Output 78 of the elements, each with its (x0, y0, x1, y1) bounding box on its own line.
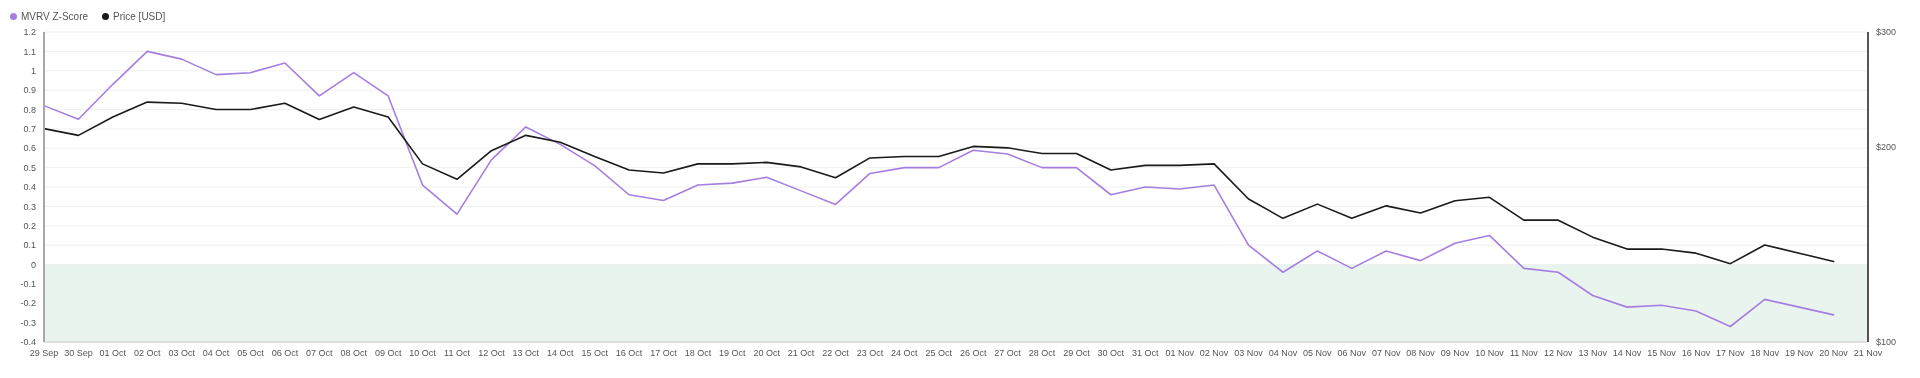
x-tick-label: 29 Sep (29, 348, 59, 359)
x-tick-label: 29 Oct (1063, 348, 1091, 359)
x-tick-label: 31 Oct (1132, 348, 1160, 359)
x-tick-label: 01 Oct (99, 348, 127, 359)
y-tick-label: 1.2 (23, 27, 36, 38)
x-tick-label: 03 Nov (1234, 348, 1264, 359)
x-tick-label: 13 Nov (1578, 348, 1608, 359)
x-tick-label: 03 Oct (168, 348, 196, 359)
x-tick-label: 10 Oct (409, 348, 437, 359)
legend-label: MVRV Z-Score (21, 10, 89, 22)
x-tick-label: 06 Nov (1337, 348, 1367, 359)
legend-label: Price [USD] (113, 10, 166, 22)
x-tick-label: 21 Oct (787, 348, 815, 359)
x-tick-label: 18 Oct (684, 348, 712, 359)
x-tick-label: 06 Oct (271, 348, 299, 359)
x-tick-label: 02 Oct (133, 348, 161, 359)
x-tick-label: 27 Oct (994, 348, 1022, 359)
x-tick-label: 28 Oct (1028, 348, 1056, 359)
y2-tick-label: $100 (1876, 337, 1897, 348)
y-tick-label: 1.1 (23, 46, 36, 57)
line-series (43, 50, 1835, 328)
x-tick-label: 12 Oct (478, 348, 506, 359)
y2-tick-label: $300 (1876, 27, 1897, 38)
x-tick-label: 18 Nov (1750, 348, 1780, 359)
x-tick-label: 17 Nov (1716, 348, 1746, 359)
y-tick-label: 0.7 (23, 124, 36, 135)
x-tick-label: 09 Nov (1440, 348, 1470, 359)
y-tick-label: 0.4 (23, 182, 36, 193)
y-tick-label: -0.2 (20, 298, 36, 309)
x-tick-label: 23 Oct (856, 348, 884, 359)
y-tick-label: 0.2 (23, 220, 36, 231)
x-tick-label: 14 Oct (546, 348, 574, 359)
line-series (43, 101, 1835, 265)
x-tick-label: 26 Oct (959, 348, 987, 359)
x-tick-label: 20 Nov (1819, 348, 1849, 359)
x-tick-label: 10 Nov (1475, 348, 1505, 359)
y-tick-label: 0.5 (23, 162, 36, 173)
x-tick-label: 02 Nov (1199, 348, 1229, 359)
x-tick-label: 12 Nov (1544, 348, 1574, 359)
x-tick-label: 05 Oct (237, 348, 265, 359)
x-tick-label: 15 Oct (581, 348, 609, 359)
y2-tick-label: $200 (1876, 141, 1897, 152)
y-tick-label: 0.1 (23, 240, 36, 251)
x-tick-label: 16 Nov (1681, 348, 1711, 359)
x-tick-label: 22 Oct (822, 348, 850, 359)
x-tick-label: 20 Oct (753, 348, 781, 359)
y-tick-label: 0.6 (23, 143, 36, 154)
x-tick-label: 13 Oct (512, 348, 540, 359)
x-tick-label: 19 Oct (719, 348, 747, 359)
x-tick-label: 30 Sep (64, 348, 93, 359)
x-tick-label: 07 Oct (306, 348, 334, 359)
x-tick-label: 25 Oct (925, 348, 953, 359)
x-tick-label: 04 Nov (1268, 348, 1298, 359)
x-tick-label: 11 Oct (444, 348, 471, 359)
x-tick-label: 07 Nov (1371, 348, 1401, 359)
y-tick-label: -0.4 (20, 337, 36, 348)
x-tick-label: 24 Oct (891, 348, 919, 359)
y-tick-label: -0.1 (20, 279, 36, 290)
y-tick-label: 0.9 (23, 85, 36, 96)
y-tick-label: 0.8 (23, 104, 36, 115)
x-tick-label: 11 Nov (1509, 348, 1539, 359)
x-tick-label: 30 Oct (1097, 348, 1125, 359)
x-tick-label: 14 Nov (1612, 348, 1642, 359)
x-tick-label: 08 Nov (1406, 348, 1436, 359)
y-tick-label: 1 (30, 65, 36, 76)
y-tick-label: -0.3 (20, 317, 36, 328)
x-tick-label: 15 Nov (1647, 348, 1677, 359)
x-tick-label: 09 Oct (374, 348, 402, 359)
x-tick-label: 17 Oct (650, 348, 678, 359)
x-tick-label: 21 Nov (1853, 348, 1883, 359)
x-tick-label: 19 Nov (1784, 348, 1814, 359)
x-tick-label: 01 Nov (1165, 348, 1195, 359)
x-tick-label: 08 Oct (340, 348, 368, 359)
x-tick-label: 04 Oct (202, 348, 230, 359)
y-tick-label: 0.3 (23, 201, 36, 212)
x-tick-label: 16 Oct (615, 348, 643, 359)
y-tick-label: 0 (30, 259, 36, 270)
x-tick-label: 05 Nov (1303, 348, 1333, 359)
